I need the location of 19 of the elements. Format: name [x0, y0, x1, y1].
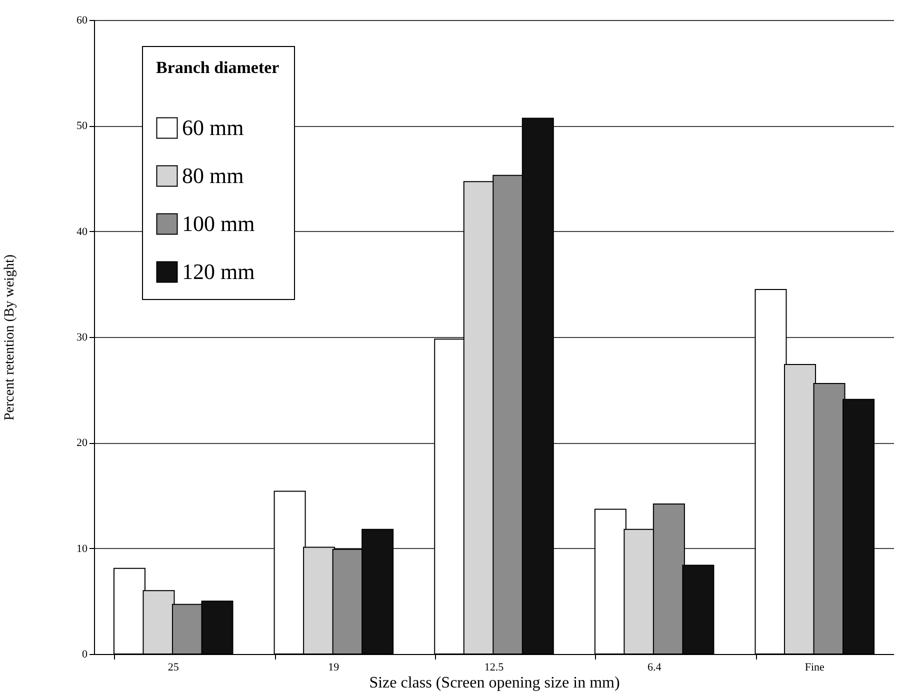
y-tick-label: 20	[76, 437, 88, 450]
y-tick-label: 30	[76, 332, 88, 344]
x-axis-title: Size class (Screen opening size in mm)	[369, 674, 620, 692]
y-axis-title: Percent retention (By weight)	[2, 254, 18, 421]
legend-label: 120 mm	[182, 259, 255, 284]
y-tick-label: 40	[76, 226, 88, 238]
legend-label: 80 mm	[182, 163, 244, 188]
y-tick-label: 60	[76, 14, 88, 26]
x-tick-label: Fine	[804, 662, 825, 674]
y-tick-label: 50	[76, 120, 88, 132]
legend-label: 100 mm	[182, 211, 255, 236]
y-tick-label: 10	[76, 542, 88, 555]
x-tick-label: 19	[328, 662, 340, 674]
y-tick-label: 0	[82, 648, 88, 660]
x-tick-label: 6.4	[647, 662, 662, 674]
legend-title: Branch diameter	[156, 58, 280, 77]
x-tick-label: 25	[168, 662, 180, 674]
x-tick-label: 12.5	[484, 662, 504, 674]
legend-label: 60 mm	[182, 115, 244, 140]
